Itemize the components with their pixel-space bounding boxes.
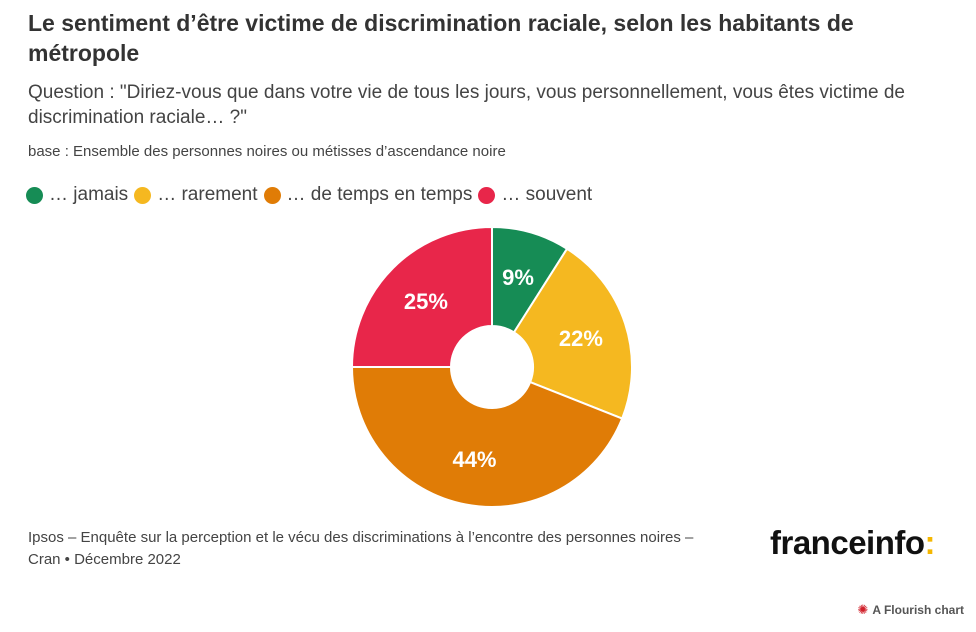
legend-label: … rarement [157, 184, 258, 205]
logo-colon: : [924, 524, 936, 561]
flourish-burst-icon: ✺ [857, 602, 869, 617]
legend-label: … souvent [501, 184, 593, 205]
legend-item-souvent[interactable]: … souvent [478, 184, 592, 206]
slice-value-label: 9% [502, 265, 534, 290]
donut-slice[interactable] [350, 225, 493, 368]
flourish-label: A Flourish chart [872, 603, 964, 617]
base-note: base : Ensemble des personnes noires ou … [28, 143, 506, 160]
logo-text: franceinfo [770, 524, 925, 561]
legend-label: … jamais [49, 184, 129, 205]
flourish-credit[interactable]: ✺ A Flourish chart [858, 602, 964, 618]
legend: … jamais … rarement … de temps en temps … [26, 184, 598, 206]
donut-slice[interactable] [512, 247, 633, 420]
franceinfo-logo: franceinfo: [770, 524, 936, 562]
slice-value-label: 25% [404, 289, 448, 314]
chart-title: Le sentiment d’être victime de discrimin… [28, 10, 854, 66]
legend-item-rarement[interactable]: … rarement [134, 184, 258, 206]
legend-label: … de temps en temps [286, 184, 473, 205]
legend-swatch [478, 186, 496, 204]
source-note: Ipsos – Enquête sur la perception et le … [28, 529, 694, 568]
legend-swatch [263, 186, 281, 204]
legend-item-jamais[interactable]: … jamais [26, 184, 128, 206]
legend-item-de-temps-en-temps[interactable]: … de temps en temps [263, 184, 473, 206]
donut-slice[interactable] [350, 366, 624, 508]
chart-subtitle: Question : "Diriez-vous que dans votre v… [28, 82, 905, 128]
slice-value-label: 22% [559, 326, 603, 351]
legend-swatch [26, 186, 43, 204]
slice-value-label: 44% [452, 447, 496, 472]
legend-swatch [134, 186, 152, 204]
